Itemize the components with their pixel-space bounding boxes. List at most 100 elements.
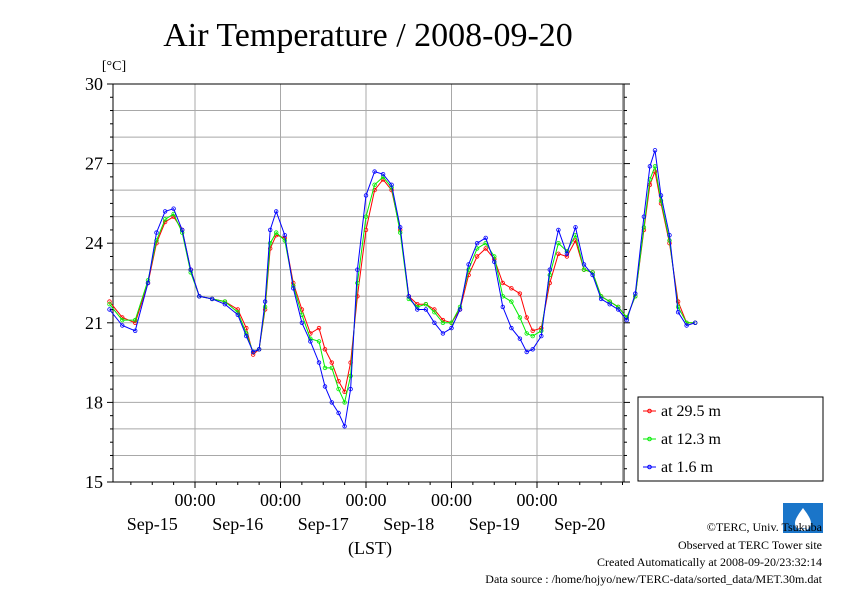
data-point bbox=[509, 325, 514, 331]
data-point bbox=[342, 389, 347, 394]
data-point bbox=[432, 307, 437, 312]
data-point bbox=[581, 262, 587, 267]
data-point bbox=[329, 360, 334, 365]
data-point bbox=[222, 302, 228, 307]
data-point bbox=[449, 325, 454, 331]
x-time-label: 00:00 bbox=[431, 490, 472, 510]
y-tick-label: 21 bbox=[85, 313, 103, 333]
data-point bbox=[355, 267, 360, 272]
data-point bbox=[235, 310, 240, 315]
x-date-label: Sep-16 bbox=[212, 514, 263, 534]
x-axis-label: (LST) bbox=[348, 538, 392, 559]
data-point bbox=[329, 365, 334, 371]
data-point bbox=[524, 331, 529, 336]
series-group bbox=[107, 148, 698, 429]
data-point bbox=[449, 320, 454, 325]
data-point bbox=[524, 349, 529, 355]
data-point bbox=[274, 209, 279, 214]
y-tick-label: 15 bbox=[85, 472, 103, 492]
data-point bbox=[474, 240, 480, 246]
plot-frame bbox=[112, 83, 625, 483]
data-point bbox=[120, 323, 125, 328]
data-point bbox=[244, 333, 249, 339]
data-point bbox=[316, 360, 322, 365]
data-point bbox=[355, 280, 360, 286]
data-point bbox=[372, 169, 377, 174]
data-point bbox=[250, 352, 256, 357]
data-point bbox=[423, 307, 429, 312]
y-tick-label: 27 bbox=[85, 154, 103, 174]
data-point bbox=[316, 325, 322, 331]
y-axis-unit-label: [°C] bbox=[102, 59, 126, 74]
data-point bbox=[624, 317, 629, 323]
y-tick-label: 18 bbox=[85, 392, 103, 412]
data-point bbox=[322, 347, 328, 352]
legend-label: at 1.6 m bbox=[661, 459, 714, 476]
data-point bbox=[336, 386, 341, 392]
data-point bbox=[466, 267, 471, 272]
legend-swatch-marker bbox=[647, 464, 652, 470]
footer-observed: Observed at TERC Tower site bbox=[678, 538, 822, 552]
data-point bbox=[432, 320, 437, 325]
data-point bbox=[556, 227, 561, 233]
series-2 bbox=[107, 148, 698, 429]
data-point bbox=[308, 339, 313, 344]
data-point bbox=[348, 386, 353, 392]
data-point bbox=[316, 339, 322, 344]
data-point bbox=[222, 299, 228, 304]
x-date-label: Sep-15 bbox=[127, 514, 178, 534]
data-point bbox=[107, 302, 112, 307]
data-point bbox=[299, 320, 305, 325]
series-line bbox=[109, 150, 696, 429]
data-point bbox=[658, 193, 664, 198]
data-point bbox=[530, 333, 535, 339]
legend-swatch-marker bbox=[647, 408, 652, 414]
data-point bbox=[440, 331, 446, 336]
data-point bbox=[423, 302, 429, 307]
data-point bbox=[372, 182, 377, 187]
x-date-label: Sep-20 bbox=[554, 514, 605, 534]
data-point bbox=[693, 320, 698, 325]
y-tick-label: 24 bbox=[85, 233, 103, 253]
x-date-label: Sep-17 bbox=[298, 514, 349, 534]
data-point bbox=[517, 336, 523, 341]
data-point bbox=[658, 198, 664, 203]
data-point bbox=[145, 280, 151, 286]
plot-grid bbox=[113, 84, 624, 482]
data-point bbox=[291, 286, 296, 291]
data-point bbox=[107, 299, 112, 304]
data-point bbox=[457, 307, 463, 312]
footer-source: Data source : /home/hojyo/new/TERC-data/… bbox=[485, 572, 822, 586]
data-point bbox=[641, 214, 647, 219]
footer-copyright: ©TERC, Univ. Tsukuba bbox=[707, 520, 823, 534]
data-point bbox=[262, 299, 268, 304]
data-point bbox=[154, 230, 159, 235]
data-point bbox=[336, 410, 341, 416]
x-date-label: Sep-19 bbox=[469, 514, 520, 534]
data-point bbox=[652, 148, 658, 153]
data-point bbox=[171, 206, 176, 211]
data-point bbox=[322, 365, 328, 371]
data-point bbox=[380, 171, 386, 177]
data-point bbox=[667, 232, 672, 238]
legend-swatch-marker bbox=[647, 436, 652, 442]
data-point bbox=[107, 307, 112, 312]
x-date-label: Sep-18 bbox=[383, 514, 434, 534]
data-point bbox=[573, 225, 578, 230]
legend-label: at 29.5 m bbox=[661, 403, 722, 420]
data-point bbox=[406, 294, 411, 299]
legend: at 29.5 m at 12.3 m at 1.6 m bbox=[637, 396, 824, 482]
data-point bbox=[530, 328, 535, 333]
y-tick-label: 30 bbox=[85, 74, 103, 94]
data-point bbox=[675, 310, 681, 315]
data-point bbox=[616, 307, 621, 312]
data-point bbox=[556, 240, 561, 246]
data-point bbox=[598, 296, 604, 302]
data-point bbox=[466, 262, 471, 267]
data-point bbox=[336, 379, 341, 384]
data-point bbox=[162, 217, 168, 222]
x-axis-ticks: 00:00 00:00 00:00 00:00 00:00 Sep-15 Sep-16 Sep… bbox=[127, 482, 623, 534]
data-point bbox=[342, 424, 347, 429]
data-point bbox=[282, 238, 287, 243]
